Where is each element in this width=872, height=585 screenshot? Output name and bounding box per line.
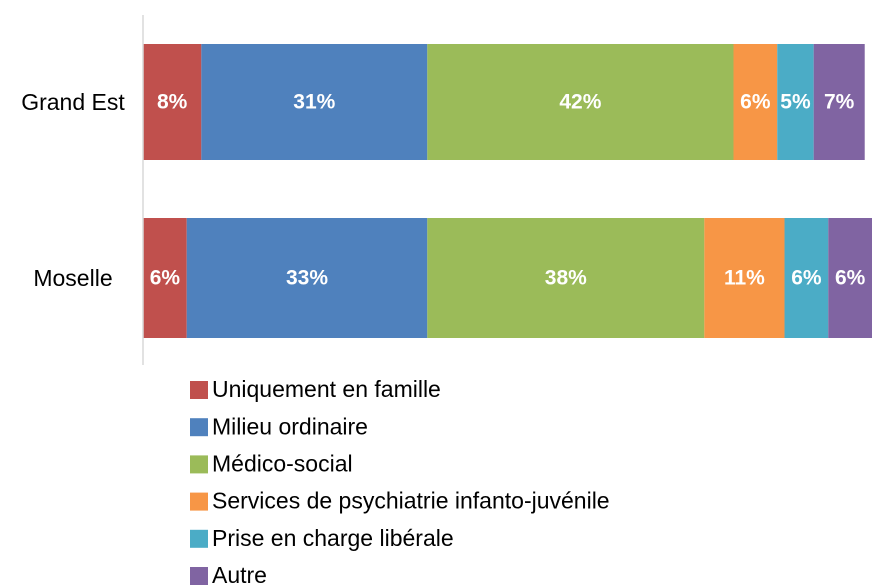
data-label: 6% xyxy=(150,267,181,290)
legend-swatch xyxy=(190,567,208,585)
bar-segment xyxy=(143,218,187,338)
data-label: 42% xyxy=(559,91,601,114)
legend-swatch xyxy=(190,455,208,474)
data-label: 11% xyxy=(724,267,765,290)
bar-segment xyxy=(704,218,785,338)
data-label: 6% xyxy=(791,267,822,290)
bar-segment xyxy=(186,218,428,338)
data-label: 33% xyxy=(286,267,328,290)
legend-label: Services de psychiatrie infanto-juvénile xyxy=(212,488,610,514)
bar-segment xyxy=(427,44,734,160)
data-label: 31% xyxy=(293,91,335,114)
legend-swatch xyxy=(190,529,208,548)
legend-label: Médico-social xyxy=(212,450,353,476)
legend-label: Prise en charge libérale xyxy=(212,525,454,551)
bar-segment xyxy=(733,44,778,160)
bar-segment xyxy=(143,44,202,160)
legend-label: Uniquement en famille xyxy=(212,376,441,402)
legend-label: Autre xyxy=(212,562,267,585)
legend-swatch xyxy=(190,418,208,437)
data-label: 6% xyxy=(835,267,866,290)
legend-label: Milieu ordinaire xyxy=(212,413,368,439)
category-label: Grand Est xyxy=(21,89,125,115)
bar-segment xyxy=(813,44,865,160)
data-label: 38% xyxy=(545,267,587,290)
bar-segment xyxy=(201,44,428,160)
bar-segment xyxy=(784,218,829,338)
category-label: Moselle xyxy=(33,265,113,291)
bar-segment xyxy=(427,218,705,338)
legend-swatch xyxy=(190,381,208,399)
bar-segment xyxy=(777,44,814,160)
data-label: 8% xyxy=(157,91,188,114)
data-label: 5% xyxy=(780,91,811,114)
bar-segment xyxy=(828,218,872,338)
data-label: 6% xyxy=(740,91,771,114)
data-label: 7% xyxy=(824,91,855,114)
legend-swatch xyxy=(190,492,208,511)
